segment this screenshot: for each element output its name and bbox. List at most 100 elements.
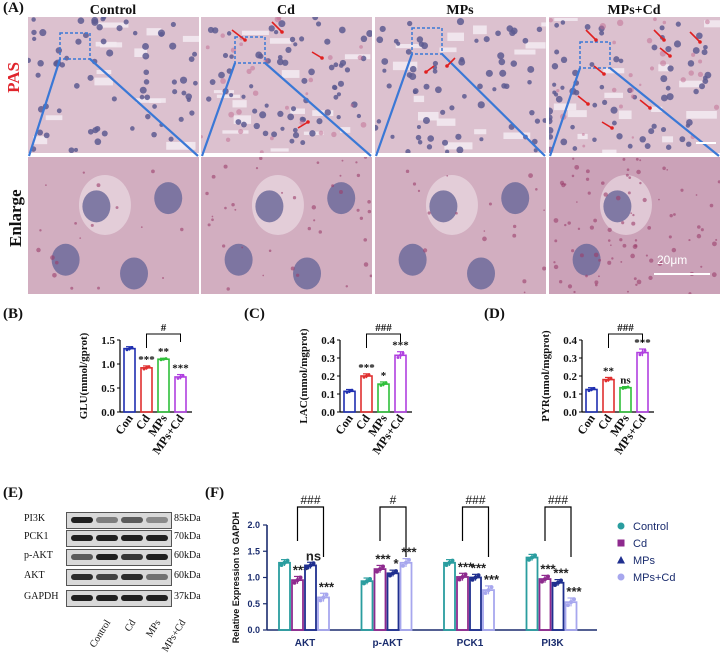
blot-band: [121, 517, 143, 523]
pas-arrowhead-10: [602, 72, 606, 76]
data-point: [391, 571, 395, 576]
y-tick-label: 0.4: [321, 335, 335, 347]
data-point: [624, 386, 627, 390]
legend-label: MPs+Cd: [633, 572, 676, 584]
y-tick-label: 0.1: [563, 389, 577, 401]
data-point: [128, 347, 131, 351]
zoom-box-3: [579, 41, 611, 69]
data-point: [460, 574, 465, 579]
pas-arrow-3: [297, 121, 309, 129]
data-point: [181, 374, 185, 378]
data-point: [367, 373, 371, 377]
bar-PI3K-Cd: [538, 578, 552, 631]
significance-label: ***: [566, 584, 582, 599]
blot-protein-label: p-AKT: [24, 550, 53, 561]
zoom-box-0: [59, 32, 91, 60]
comparison-bracket: [608, 333, 643, 348]
bar-Con: [585, 388, 598, 413]
significance-label: ***: [172, 363, 189, 375]
data-point: [311, 561, 316, 566]
y-tick-label: 0.3: [321, 353, 335, 365]
data-point: [362, 375, 366, 379]
y-axis-title: PYR(nmol/mgprot): [540, 330, 552, 422]
blot-size-label: 70kDa: [174, 531, 201, 542]
comparison-bracket: [544, 506, 572, 557]
data-point: [401, 563, 405, 568]
enlarged-image-0: [28, 157, 199, 294]
significance-label: ***: [319, 579, 335, 594]
zoom-line-left-2: [374, 53, 414, 157]
data-point: [590, 388, 593, 391]
data-point: [527, 557, 531, 562]
data-point: [388, 573, 392, 578]
data-point: [530, 555, 534, 560]
pas-arrowhead-12: [610, 126, 614, 130]
bracket-label: ###: [375, 322, 392, 334]
blot-band: [121, 574, 143, 580]
chart-lac: 0.00.10.20.30.4LAC(mmol/mgprot)Con***Cd*…: [298, 322, 412, 457]
blot-strip: [66, 530, 172, 547]
y-tick-label: 0.0: [563, 407, 577, 419]
blot-band: [96, 595, 118, 601]
significance-label: **: [158, 346, 170, 358]
data-point: [450, 558, 455, 563]
significance-label: ***: [634, 337, 651, 349]
significance-label: ***: [392, 340, 409, 352]
pas-arrow-10: [593, 65, 605, 75]
data-point: [375, 569, 379, 574]
y-tick-label: 0.2: [321, 371, 335, 383]
data-point: [401, 351, 405, 355]
panel-f-label: (F): [205, 485, 225, 501]
significance-label: ***: [138, 354, 155, 366]
y-axis-title: Relative Expression to GAPDH: [231, 512, 241, 644]
y-tick-label: 0.0: [247, 625, 260, 635]
data-point: [308, 563, 313, 568]
blot-band: [146, 574, 168, 580]
y-tick-label: 1.5: [101, 335, 115, 347]
blot-size-label: 37kDa: [174, 591, 201, 602]
blot-band: [96, 574, 118, 580]
blot-size-label: 60kDa: [174, 550, 201, 561]
data-point: [569, 600, 573, 605]
data-point: [350, 388, 354, 392]
blot-protein-label: AKT: [24, 570, 45, 581]
panel-e-label: (E): [3, 485, 23, 501]
bracket-label: #: [161, 322, 167, 334]
comparison-bracket: [296, 506, 325, 557]
pas-arrowhead-11: [586, 102, 590, 106]
data-point: [566, 603, 570, 608]
data-point: [407, 557, 411, 562]
data-point: [559, 578, 563, 583]
blot-band: [146, 517, 168, 523]
blot-band: [121, 595, 143, 601]
data-point: [486, 588, 491, 593]
pas-arrowhead-3: [306, 120, 310, 124]
bar-PI3K-Control: [525, 556, 539, 631]
data-point: [159, 358, 163, 362]
legend-label: Control: [633, 521, 668, 533]
bar-MPs: [619, 386, 632, 413]
legend-label: Cd: [633, 538, 647, 550]
data-point: [473, 575, 478, 580]
bar-Con: [343, 390, 356, 413]
pas-arrowhead-6: [594, 38, 598, 42]
bar-PCK1-MPs: [469, 576, 482, 631]
scale-bar-label: 20μm: [657, 253, 688, 267]
data-point: [604, 379, 608, 383]
pas-image-3: [549, 17, 720, 153]
significance-label: ***: [540, 561, 556, 576]
data-point: [483, 591, 488, 596]
column-title-0: Control: [89, 3, 137, 18]
blot-band: [121, 535, 143, 541]
data-point: [643, 348, 647, 352]
pas-arrow-4: [446, 57, 456, 67]
blot-strip: [66, 549, 172, 566]
data-point: [641, 351, 644, 355]
data-point: [295, 578, 300, 583]
bar-PCK1-Control: [443, 561, 456, 631]
data-point: [125, 348, 129, 352]
blot-strip: [66, 590, 172, 607]
blot-band: [96, 517, 118, 523]
legend-label: MPs: [633, 555, 656, 567]
blot-protein-label: PCK1: [24, 531, 49, 542]
